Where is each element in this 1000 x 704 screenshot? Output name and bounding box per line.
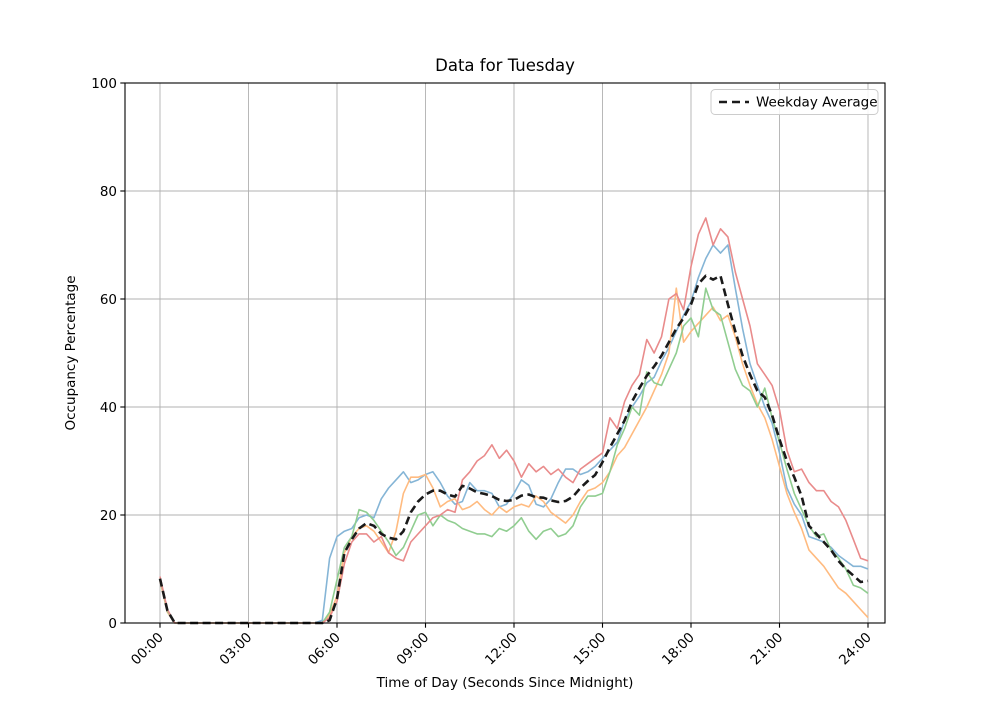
- legend-box: [710, 89, 879, 115]
- y-tick-label: 60: [100, 292, 117, 308]
- x-axis-label: Time of Day (Seconds Since Midnight): [376, 675, 634, 691]
- y-axis-label: Occupancy Percentage: [63, 275, 79, 430]
- y-tick-label: 80: [100, 184, 117, 200]
- x-tick-label: 00:00: [128, 630, 167, 669]
- x-tick-label: 24:00: [836, 630, 875, 669]
- legend-label: Weekday Average: [756, 95, 878, 111]
- x-tick-label: 21:00: [748, 630, 787, 669]
- x-tick-label: 03:00: [217, 630, 256, 669]
- x-tick-label: 18:00: [659, 630, 698, 669]
- gridlines: [125, 82, 885, 624]
- x-tick-label: 09:00: [394, 630, 433, 669]
- axes-spines: [124, 82, 886, 624]
- chart-title: Data for Tuesday: [435, 56, 575, 75]
- x-tick-label: 15:00: [571, 630, 610, 669]
- y-tick-label: 20: [100, 508, 117, 524]
- y-tick-label: 40: [100, 400, 117, 416]
- y-tick-label: 0: [108, 616, 117, 632]
- legend: Weekday Average: [710, 89, 879, 115]
- y-tick-label: 100: [91, 76, 117, 92]
- x-tick-label: 06:00: [305, 630, 344, 669]
- x-tick-label: 12:00: [482, 630, 521, 669]
- axis-ticks: 00:00 03:00 06:00 09:00 12:00 15:00 18:00 21:00…: [91, 76, 875, 669]
